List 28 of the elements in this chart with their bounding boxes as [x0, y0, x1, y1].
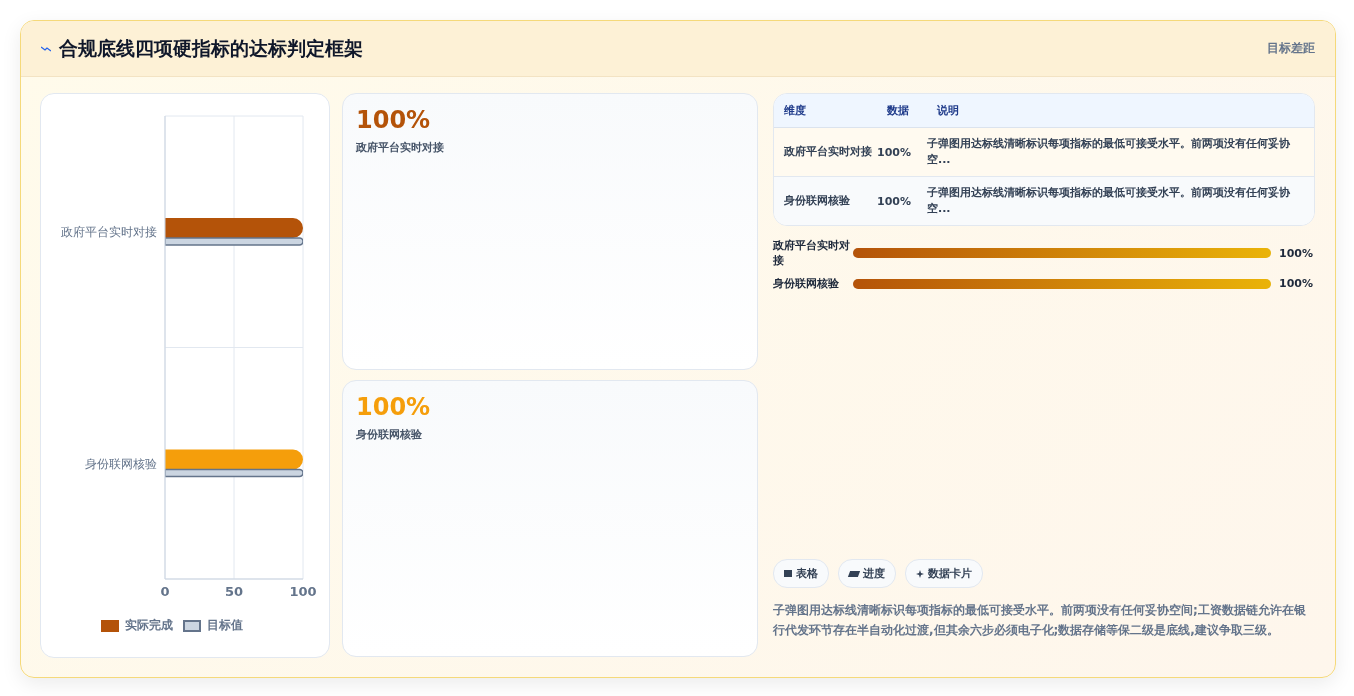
- text: 维度: [783, 103, 807, 118]
- text: 表格: [773, 559, 829, 588]
- category-label: 身份联网核验: [784, 194, 850, 207]
- category-label: 身份联网核验: [356, 428, 422, 441]
- category-label: 身份联网核验: [773, 277, 839, 290]
- chart-title: 合规底线四项硬指标的达标判定框架: [59, 35, 363, 61]
- text: 数据卡片: [905, 559, 983, 588]
- text: 进度: [838, 559, 896, 588]
- category-label: 政府平台实时对接: [784, 145, 872, 158]
- legend-label: 实际完成: [124, 617, 173, 634]
- text: 子弹图用达标线清晰标识每项指标的最低可接受水平。前两项没有任何妥协空...: [927, 136, 1291, 168]
- text: 子弹图用达标线清晰标识每项指标的最低可接受水平。前两项没有任何妥协空...: [927, 185, 1291, 217]
- data-label: 100%: [356, 106, 431, 134]
- text: 100%: [877, 194, 911, 208]
- category-label: 政府平台实时对接: [356, 141, 444, 154]
- text: 100%: [1279, 277, 1313, 290]
- text: 目标差距: [1267, 40, 1315, 57]
- text: 100%: [877, 145, 911, 159]
- text: 说明: [937, 103, 959, 118]
- data-label: 100%: [356, 393, 431, 421]
- x-tick-label: 0: [160, 584, 170, 600]
- x-tick-label: 50: [224, 584, 244, 600]
- category-label: 政府平台实时对接: [773, 239, 850, 267]
- text: 子弹图用达标线清晰标识每项指标的最低可接受水平。前两项没有任何妥协空间;工资数据链允许在银行代发环节存在半自动化过渡,但其余六步必须电子化;数据存储等保二级是底线,建议争取三级。: [773, 602, 1307, 639]
- text: 100%: [1279, 246, 1313, 260]
- x-tick-label: 100: [289, 584, 317, 600]
- legend-label: 目标值: [206, 617, 243, 634]
- text: 数据: [887, 103, 910, 118]
